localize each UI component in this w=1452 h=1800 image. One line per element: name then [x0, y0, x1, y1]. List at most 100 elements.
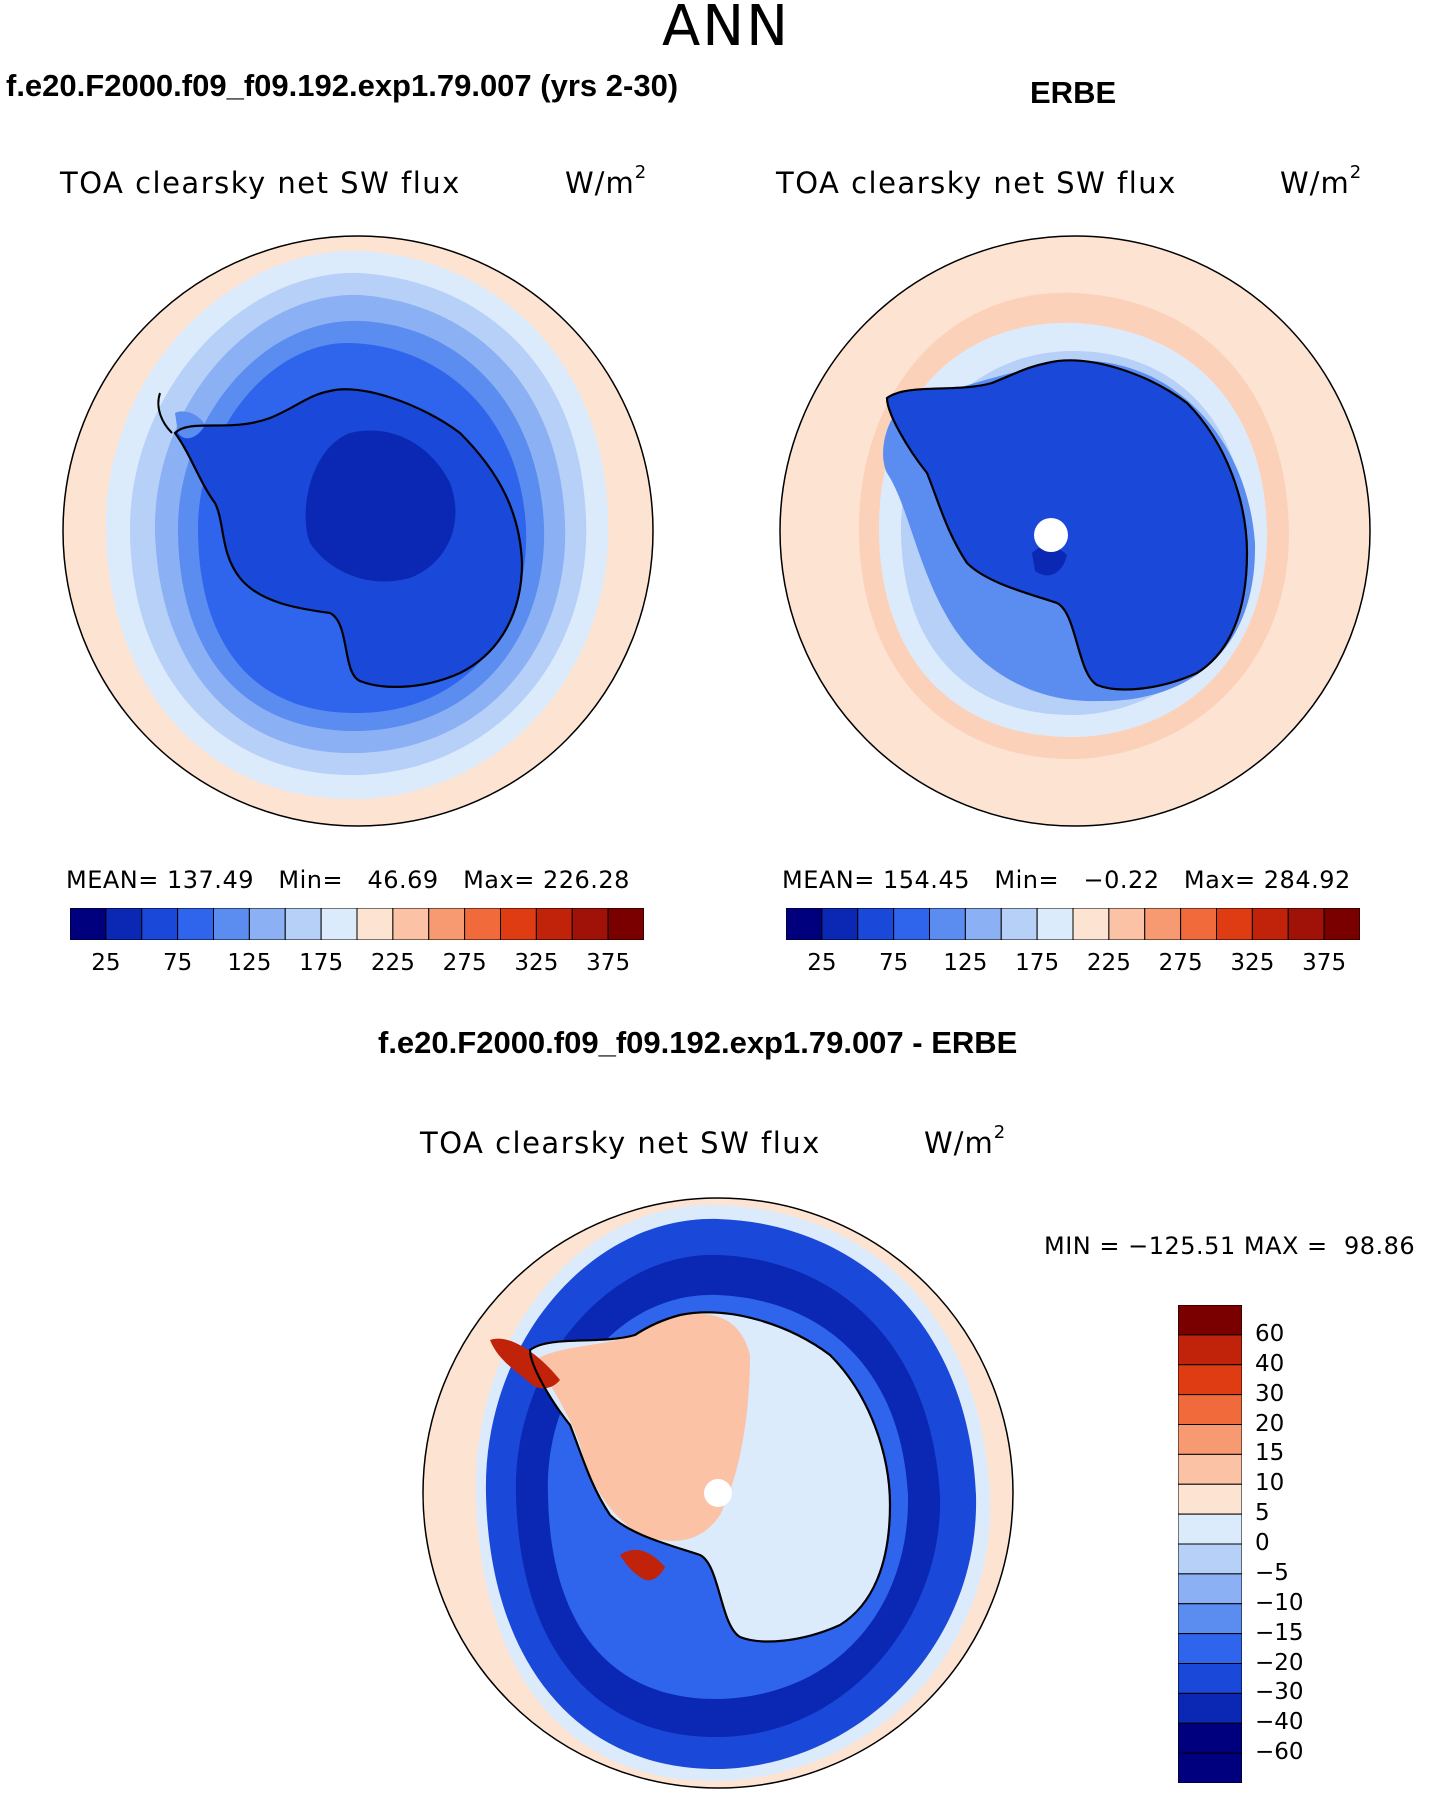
diff-colorbar-tick-label: 30	[1255, 1380, 1285, 1407]
obs-colorbar-labels: 25 75 125 175 225 275 325 375	[786, 950, 1360, 980]
model-colorbar-box-2	[141, 908, 179, 940]
diff-colorbar-tick-label: 5	[1255, 1500, 1270, 1527]
obs-stats: MEAN= 154.45 Min= −0.22 Max= 284.92	[782, 866, 1351, 894]
obs-colorbar-box-6	[1000, 908, 1038, 940]
diff-colorbar-tick-label: −5	[1255, 1559, 1289, 1586]
diff-colorbar-box-4	[1178, 1424, 1242, 1455]
model-case-title: f.e20.F2000.f09_f09.192.exp1.79.007 (yrs…	[6, 68, 679, 103]
obs-band-75	[887, 360, 1247, 690]
model-peninsula	[175, 411, 205, 439]
obs-colorbar-box-1	[821, 908, 859, 940]
diff-colorbar-box-7	[1178, 1513, 1242, 1545]
model-var-title: TOA clearsky net SW flux	[60, 166, 461, 200]
obs-colorbar-tick-label: 75	[878, 950, 909, 976]
obs-colorbar-box-11	[1180, 908, 1217, 940]
season-title: ANN	[661, 0, 791, 59]
model-colorbar-box-3	[177, 908, 214, 940]
diff-colorbar-box-0	[1178, 1305, 1242, 1336]
obs-var-title: TOA clearsky net SW flux	[776, 166, 1177, 200]
obs-map-border	[779, 235, 1371, 827]
diff-min-value: −125.51	[1128, 1232, 1236, 1260]
model-colorbar-box-6	[284, 908, 322, 940]
model-colorbar-tick-label: 75	[162, 950, 193, 976]
model-colorbar	[70, 908, 644, 940]
obs-colorbar-tick-label: 125	[943, 950, 988, 976]
model-colorbar-tick-label: 125	[227, 950, 272, 976]
model-peninsula-coastline	[157, 392, 173, 434]
obs-colorbar-box-0	[786, 908, 823, 940]
model-colorbar-tick-label: 175	[299, 950, 344, 976]
obs-pole-hole	[1034, 518, 1068, 552]
model-colorbar-box-9	[392, 908, 430, 940]
obs-colorbar-tick-label: 25	[807, 950, 837, 976]
diff-colorbar-tick-label: 0	[1255, 1530, 1270, 1556]
obs-colorbar-box-2	[857, 908, 895, 940]
diff-minmax: MIN = −125.51 MAX = 98.86	[1044, 1232, 1416, 1260]
diff-units: W/m2	[924, 1122, 1007, 1160]
diff-colorbar-tick-label: 60	[1255, 1320, 1285, 1347]
diff-pole-hole	[704, 1479, 732, 1507]
obs-colorbar-box-15	[1323, 908, 1360, 940]
model-map-border	[62, 235, 654, 827]
obs-colorbar-box-10	[1144, 908, 1182, 940]
model-colorbar-box-7	[320, 908, 358, 940]
obs-colorbar-box-3	[893, 908, 930, 940]
obs-min-value: −0.22	[1083, 866, 1160, 894]
diff-colorbar-tick-label: 20	[1255, 1410, 1285, 1437]
obs-colorbar-tick-label: 325	[1230, 950, 1275, 976]
obs-colorbar-box-13	[1251, 908, 1289, 940]
obs-case-title: ERBE	[1030, 75, 1117, 110]
diff-colorbar-box-2	[1178, 1364, 1242, 1396]
model-colorbar-box-14	[571, 908, 609, 940]
diff-colorbar-tick-label: −40	[1255, 1709, 1304, 1736]
model-stats: MEAN= 137.49 Min= 46.69 Max= 226.28	[66, 866, 630, 894]
obs-band-50	[1032, 546, 1067, 576]
diff-colorbar-box-9	[1178, 1573, 1242, 1605]
diff-colorbar-labels: 60 40 30 20 15 10 5 0 −5 −10 −15 −20 −30 −40 −60	[1255, 1305, 1335, 1783]
diff-colorbar-tick-label: −30	[1255, 1679, 1304, 1706]
model-colorbar-tick-label: 275	[442, 950, 487, 976]
obs-colorbar-tick-label: 375	[1302, 950, 1347, 976]
obs-colorbar-box-8	[1072, 908, 1110, 940]
model-colorbar-box-1	[105, 908, 143, 940]
diff-colorbar-box-15	[1178, 1752, 1242, 1783]
obs-colorbar-box-14	[1287, 908, 1325, 940]
obs-colorbar-tick-label: 225	[1086, 950, 1131, 976]
diff-max-value: 98.86	[1343, 1232, 1416, 1260]
model-antarctica-coastline	[173, 388, 524, 688]
model-colorbar-box-8	[356, 908, 394, 940]
obs-colorbar-tick-label: 175	[1015, 950, 1060, 976]
model-colorbar-labels: 25 75 125 175 225 275 325 375	[70, 950, 644, 980]
model-colorbar-box-13	[535, 908, 573, 940]
diff-band-pos-40	[490, 1338, 560, 1389]
obs-max-value: 284.92	[1263, 866, 1351, 894]
obs-mean-value: 154.45	[883, 866, 970, 894]
diff-colorbar-tick-label: 15	[1255, 1440, 1285, 1467]
obs-units: W/m2	[1280, 162, 1363, 200]
model-colorbar-tick-label: 325	[514, 950, 559, 976]
obs-colorbar-box-9	[1108, 908, 1146, 940]
model-min-value: 46.69	[367, 866, 439, 894]
model-colorbar-box-10	[428, 908, 466, 940]
model-colorbar-tick-label: 375	[586, 950, 631, 976]
diff-colorbar-tick-label: −10	[1255, 1589, 1304, 1616]
diff-polar-map	[422, 1197, 1014, 1789]
model-colorbar-box-4	[213, 908, 250, 940]
diff-colorbar-box-6	[1178, 1483, 1242, 1515]
diff-var-title: TOA clearsky net SW flux	[420, 1126, 821, 1160]
model-polar-map	[62, 235, 654, 827]
diff-colorbar-tick-label: 10	[1255, 1470, 1285, 1497]
model-band-50	[305, 430, 456, 582]
model-mean-value: 137.49	[167, 866, 254, 894]
diff-band-pos-40b	[620, 1549, 665, 1581]
diff-colorbar	[1178, 1305, 1242, 1783]
obs-colorbar-box-7	[1036, 908, 1074, 940]
obs-colorbar	[786, 908, 1360, 940]
model-colorbar-box-11	[464, 908, 501, 940]
model-colorbar-box-5	[248, 908, 286, 940]
obs-colorbar-box-4	[929, 908, 966, 940]
model-colorbar-box-12	[500, 908, 537, 940]
obs-polar-map	[779, 235, 1371, 827]
diff-colorbar-box-3	[1178, 1394, 1242, 1425]
diff-colorbar-box-10	[1178, 1603, 1242, 1635]
